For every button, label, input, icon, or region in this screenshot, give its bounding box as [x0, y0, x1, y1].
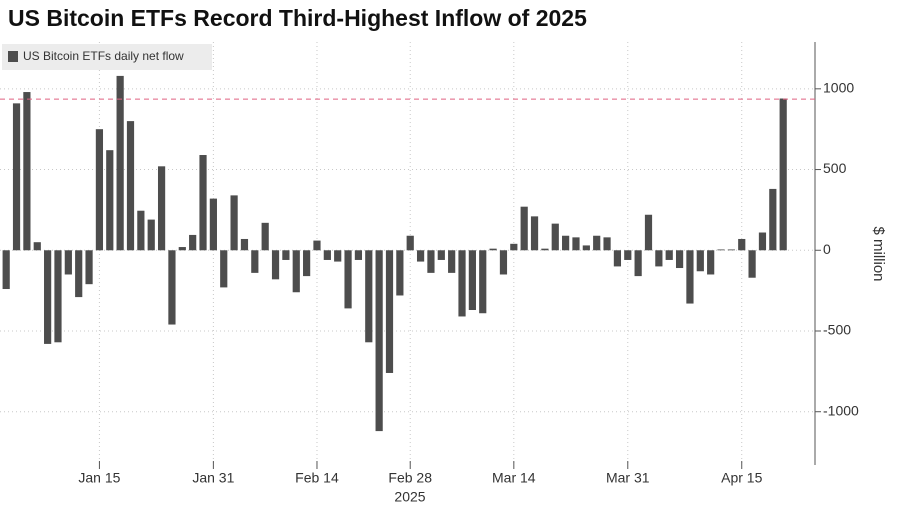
- bar: [675, 250, 684, 269]
- bar: [437, 250, 445, 260]
- x-tick-label: Apr 15: [721, 470, 762, 486]
- bar: [199, 155, 207, 251]
- bar: [126, 121, 135, 251]
- bar: [779, 98, 787, 251]
- bar: [178, 247, 186, 251]
- bar: [375, 250, 383, 432]
- bar: [303, 250, 311, 277]
- chart-title: US Bitcoin ETFs Record Third-Highest Inf…: [8, 5, 587, 31]
- bar: [541, 248, 549, 251]
- y-tick-label: -1000: [823, 402, 859, 418]
- x-tick-label: Jan 31: [192, 470, 234, 486]
- bar: [448, 250, 456, 273]
- bar: [696, 250, 704, 272]
- bar: [240, 238, 249, 251]
- bar: [396, 250, 404, 296]
- x-tick-label: Feb 28: [388, 470, 432, 486]
- bar: [12, 103, 21, 251]
- bar: [313, 240, 321, 251]
- bar: [758, 232, 767, 251]
- bar: [230, 195, 238, 251]
- bar: [95, 129, 104, 251]
- bar: [530, 216, 539, 251]
- bar: [489, 248, 497, 251]
- legend-label: US Bitcoin ETFs daily net flow: [23, 49, 184, 63]
- bar: [416, 250, 425, 262]
- bar: [748, 250, 756, 278]
- bar: [54, 250, 62, 343]
- bar: [655, 250, 663, 267]
- bar: [137, 210, 145, 251]
- bar: [209, 198, 217, 251]
- y-tick-label: -500: [823, 322, 851, 338]
- bar: [707, 250, 715, 275]
- bar: [33, 242, 41, 251]
- bar: [769, 188, 777, 251]
- y-axis-label: $ million: [870, 226, 887, 281]
- y-tick-label: 0: [823, 241, 831, 257]
- bar: [147, 219, 155, 251]
- bar: [271, 250, 280, 280]
- bar: [344, 250, 352, 309]
- bar: [261, 222, 269, 251]
- bar: [282, 250, 290, 260]
- y-tick-label: 500: [823, 160, 847, 176]
- bar: [603, 237, 611, 251]
- bar: [2, 250, 10, 290]
- bar: [738, 238, 746, 251]
- bar: [520, 206, 528, 251]
- bar: [562, 235, 570, 251]
- bar: [665, 250, 673, 260]
- bar: [251, 250, 259, 273]
- bar: [75, 250, 83, 298]
- bar: [468, 250, 476, 311]
- bar: [572, 237, 580, 251]
- bar: [427, 250, 435, 273]
- bar: [686, 250, 694, 304]
- bar: [644, 214, 653, 251]
- bar: [354, 250, 363, 260]
- bar: [189, 234, 197, 251]
- x-tick-label: Mar 14: [492, 470, 536, 486]
- bar: [717, 249, 725, 251]
- x-year-label: 2025: [394, 489, 425, 505]
- bar: [323, 250, 331, 260]
- bar: [406, 235, 414, 251]
- bar: [116, 75, 124, 251]
- bar: [44, 250, 52, 344]
- bar: [168, 250, 176, 325]
- bar: [64, 250, 72, 275]
- bar: [593, 235, 601, 251]
- bar: [551, 223, 559, 251]
- bar: [106, 150, 114, 251]
- x-tick-label: Feb 14: [295, 470, 339, 486]
- bar: [157, 166, 166, 251]
- bar: [23, 92, 31, 251]
- bar: [582, 245, 590, 251]
- x-tick-label: Mar 31: [606, 470, 650, 486]
- bar: [292, 250, 300, 293]
- bar: [613, 250, 622, 267]
- bar: [499, 250, 508, 275]
- bar: [334, 250, 342, 262]
- bar: [85, 250, 93, 285]
- bar: [727, 249, 735, 251]
- legend-box: [2, 44, 212, 70]
- bar: [458, 250, 466, 317]
- bar: [385, 250, 394, 373]
- y-tick-label: 1000: [823, 80, 854, 96]
- bar: [634, 250, 642, 277]
- x-tick-label: Jan 15: [78, 470, 120, 486]
- legend-swatch: [8, 51, 18, 62]
- bar: [510, 243, 518, 251]
- bar: [624, 250, 632, 260]
- bar: [220, 250, 228, 288]
- bar: [365, 250, 373, 343]
- bar: [479, 250, 487, 314]
